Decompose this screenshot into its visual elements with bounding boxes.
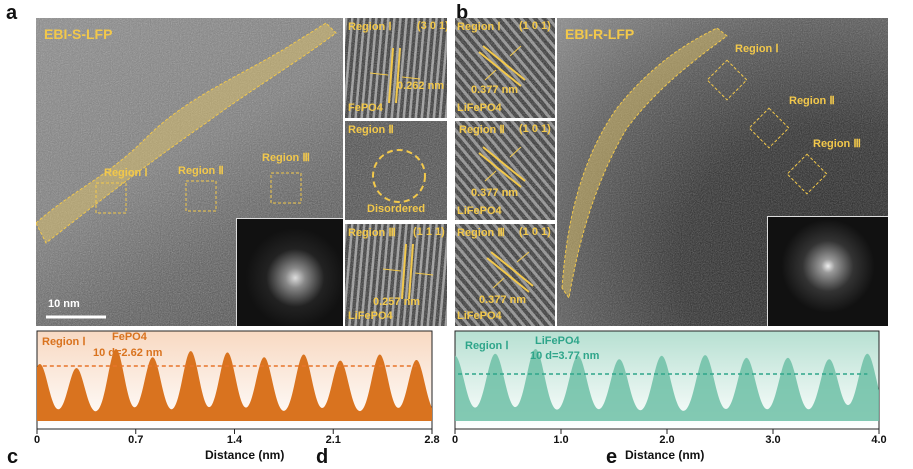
region-label: Region Ⅰ <box>104 167 148 179</box>
inset-plane-label: (1 0 1) <box>519 20 551 32</box>
inset-plane-label: (3 0 1) <box>417 20 447 32</box>
x-tick-label: 1.0 <box>553 434 569 446</box>
profile-e-xlabel: Distance (nm) <box>625 448 705 462</box>
inset-spacing-label: 0.257 nm <box>373 296 421 308</box>
tem-image-ebi-s-lfp: EBI-S-LFP Region Ⅰ Region Ⅱ Region Ⅲ 10 … <box>36 18 343 326</box>
hrtem-inset-b-region-2: Region Ⅱ (1 0 1) 0.377 nm LiFePO4 <box>455 121 555 220</box>
inset-phase-label: LiFePO4 <box>457 205 502 217</box>
inset-phase-label: LiFePO4 <box>348 310 393 322</box>
region-label: Region Ⅲ <box>813 138 861 150</box>
region-label: Region Ⅲ <box>262 152 310 164</box>
profile-e-region: Region Ⅰ <box>465 340 509 352</box>
inset-phase-label: LiFePO4 <box>457 310 502 322</box>
region-label: Region Ⅱ <box>789 95 835 107</box>
scale-bar-label: 10 nm <box>48 298 80 310</box>
x-tick-label: 1.4 <box>226 434 243 446</box>
inset-plane-label: (1 1 1) <box>413 226 445 238</box>
inset-spacing-label: 0.377 nm <box>479 294 527 306</box>
inset-note-label: Disordered <box>367 203 426 215</box>
profile-c-phase: FePO4 <box>112 331 147 343</box>
hrtem-inset-a-region-3: Region Ⅲ (1 1 1) 0.257 nm LiFePO4 <box>345 224 447 326</box>
profile-c-annotation: 10 d=2.62 nm <box>93 347 163 359</box>
region-label: Region Ⅱ <box>178 165 224 177</box>
hrtem-inset-b-region-1: Region Ⅰ (1 0 1) 0.377 nm LiFePO4 <box>455 18 555 118</box>
profile-e-phase: LiFePO4 <box>535 335 580 347</box>
profile-area-1 <box>455 349 879 421</box>
x-tick-label: 0.7 <box>128 434 144 446</box>
x-tick-label: 2.1 <box>325 434 341 446</box>
inset-region-label: Region Ⅰ <box>457 21 501 33</box>
x-tick-label: 0 <box>451 434 459 446</box>
hrtem-inset-a-region-2: Region Ⅱ Disordered <box>345 121 447 220</box>
x-tick-label: 2.0 <box>659 434 675 446</box>
profile-c-xlabel: Distance (nm) <box>205 448 285 462</box>
x-tick-label: 0 <box>33 434 41 446</box>
hrtem-inset-a-region-1: Region Ⅰ (3 0 1) 0.262 nm FePO4 <box>345 18 447 118</box>
panel-letter-e: e <box>606 446 618 468</box>
fft-inset <box>236 218 343 326</box>
line-profile-plots <box>36 330 880 434</box>
x-tick-label: 2.8 <box>424 434 440 446</box>
tem-image-ebi-r-lfp: EBI-R-LFP Region Ⅰ Region Ⅱ Region Ⅲ <box>557 18 888 326</box>
x-tick-label: 4.0 <box>871 434 887 446</box>
inset-spacing-label: 0.262 nm <box>397 80 445 92</box>
inset-spacing-label: 0.377 nm <box>471 84 519 96</box>
profile-c-region: Region Ⅰ <box>42 336 86 348</box>
inset-phase-label: LiFePO4 <box>457 102 502 114</box>
inset-phase-label: FePO4 <box>348 102 383 114</box>
hrtem-inset-b-region-3: Region Ⅲ (1 0 1) 0.377 nm LiFePO4 <box>455 224 555 326</box>
inset-spacing-label: 0.377 nm <box>471 187 519 199</box>
inset-region-label: Region Ⅲ <box>457 227 505 239</box>
x-tick-label: 3.0 <box>765 434 781 446</box>
phase-text: FePO4 <box>112 331 147 343</box>
sample-title: EBI-R-LFP <box>565 26 635 42</box>
sample-title: EBI-S-LFP <box>44 26 113 42</box>
region-label: Region Ⅰ <box>735 43 779 55</box>
profile-e-annotation: 10 d=3.77 nm <box>530 350 600 362</box>
inset-region-label: Region Ⅱ <box>348 124 394 136</box>
panel-letter-d: d <box>316 446 329 468</box>
fft-inset <box>767 216 888 326</box>
inset-region-label: Region Ⅱ <box>459 124 505 136</box>
inset-plane-label: (1 0 1) <box>519 123 551 135</box>
inset-region-label: Region Ⅰ <box>348 21 392 33</box>
inset-plane-label: (1 0 1) <box>519 226 551 238</box>
inset-region-label: Region Ⅲ <box>348 227 396 239</box>
profile-area-0 <box>37 349 432 421</box>
panel-letter-c: c <box>7 446 19 468</box>
panel-letter-a: a <box>6 2 18 24</box>
